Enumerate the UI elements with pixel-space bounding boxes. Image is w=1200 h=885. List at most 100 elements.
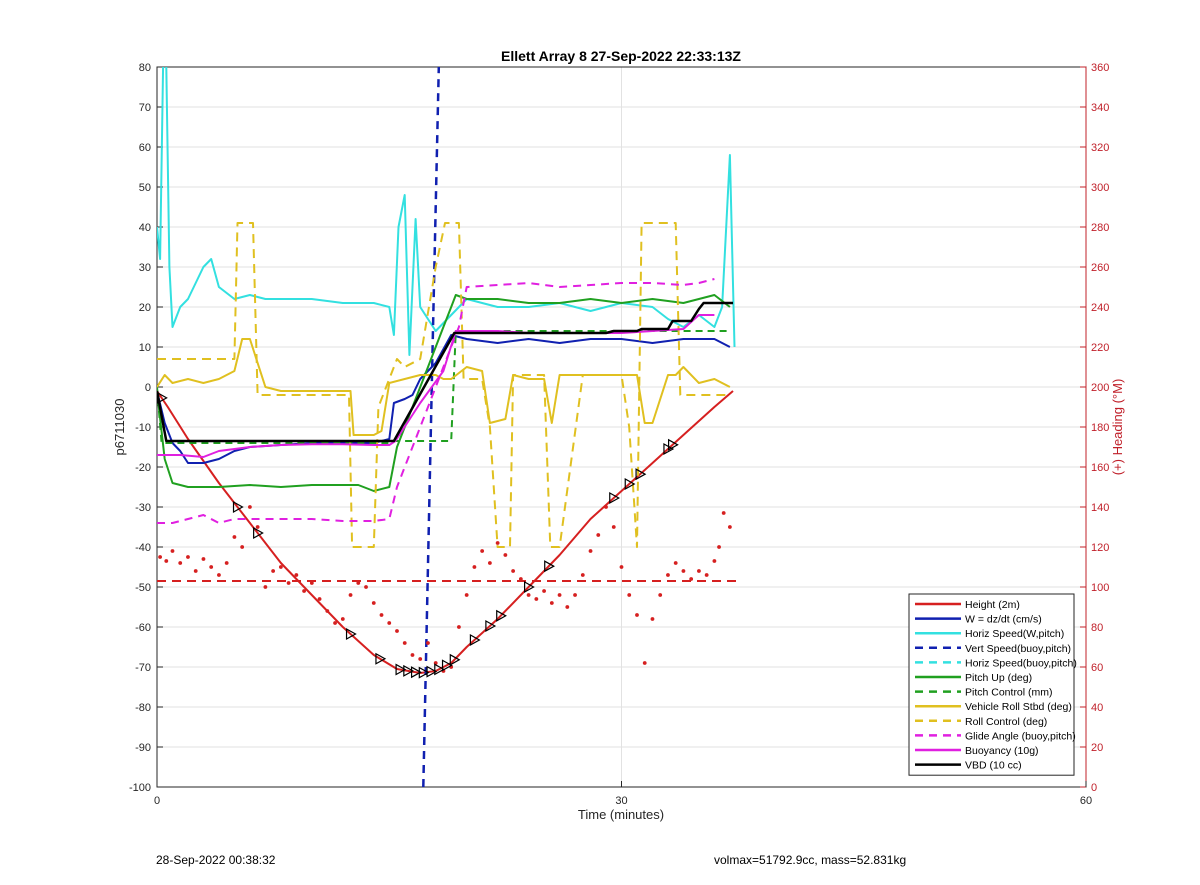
y-axis-right: 3603403203002802602402202001801601401201…	[1080, 62, 1109, 794]
footer-timestamp: 28-Sep-2022 00:38:32	[156, 853, 276, 867]
legend-label-height-2m: Height (2m)	[965, 599, 1020, 611]
legend-label-pitch-control-mm: Pitch Control (mm)	[965, 687, 1053, 699]
heading-point	[356, 581, 361, 585]
heading-point	[395, 629, 399, 633]
x-axis-label: Time (minutes)	[578, 807, 664, 822]
height-marker	[544, 560, 555, 573]
x-tick-label: 30	[615, 795, 627, 807]
legend-label-vehicle-roll-stbd-deg: Vehicle Roll Stbd (deg)	[965, 701, 1072, 713]
heading-point	[487, 561, 492, 565]
height-marker	[609, 491, 620, 505]
heading-point	[164, 559, 169, 563]
height-marker	[523, 580, 535, 594]
heading-point	[201, 557, 206, 561]
heading-point	[604, 505, 608, 509]
y2-tick-label: 180	[1091, 422, 1109, 434]
x-tick-label: 0	[154, 795, 160, 807]
legend-label-roll-control-deg: Roll Control (deg)	[965, 716, 1047, 728]
legend-label-horiz-speed-buoy-pitch: Horiz Speed(buoy,pitch)	[965, 657, 1077, 669]
heading-point	[534, 597, 539, 601]
heading-point	[673, 561, 678, 565]
y2-tick-label: 260	[1091, 262, 1109, 274]
heading-point	[588, 549, 593, 553]
x-axis: 0 30 60	[154, 781, 1092, 807]
x-tick-label: 60	[1080, 795, 1092, 807]
heading-point	[240, 545, 245, 549]
plot-series-group	[157, 67, 738, 787]
height-marker	[418, 666, 430, 679]
y-tick-label: -70	[135, 662, 151, 674]
heading-point	[503, 553, 508, 557]
heading-point	[364, 585, 368, 589]
heading-point	[255, 525, 260, 529]
heading-point	[526, 593, 531, 597]
heading-point	[158, 555, 162, 559]
heading-point	[286, 581, 291, 585]
heading-point	[294, 573, 299, 577]
y-tick-label: -60	[135, 622, 151, 634]
y2-tick-label: 160	[1091, 462, 1109, 474]
height-marker	[253, 526, 264, 540]
y2-tick-label: 340	[1091, 102, 1109, 114]
heading-point	[248, 505, 252, 509]
height-marker	[375, 652, 387, 665]
legend-label-glide-angle-buoy-pitch: Glide Angle (buoy,pitch)	[965, 730, 1076, 742]
y2-tick-label: 0	[1091, 782, 1097, 794]
series-line-vert-speed-buoy-pitch	[422, 67, 441, 787]
y2-tick-label: 120	[1091, 542, 1109, 554]
heading-point	[658, 593, 663, 597]
series-line-horiz-speed-w-pitch	[157, 67, 736, 356]
heading-point	[619, 565, 624, 569]
heading-point	[271, 569, 276, 573]
heading-point	[557, 593, 562, 597]
heading-point	[549, 601, 554, 605]
height-marker	[624, 477, 636, 491]
height-marker	[345, 627, 357, 641]
heading-point	[717, 545, 721, 549]
height-marker	[434, 663, 446, 676]
series-line-roll-control-deg	[157, 222, 730, 548]
y2-tick-label: 140	[1091, 502, 1109, 514]
y-tick-label: 40	[139, 222, 151, 234]
heading-point	[371, 601, 376, 605]
heading-point	[193, 569, 198, 573]
legend-label-vbd-10-cc: VBD (10 cc)	[965, 760, 1022, 772]
heading-point	[263, 585, 268, 589]
y-tick-label: -30	[135, 502, 151, 514]
y2-tick-label: 360	[1091, 62, 1109, 74]
heading-point	[457, 625, 461, 629]
heading-point	[689, 577, 694, 581]
y-tick-label: -90	[135, 742, 151, 754]
legend-label-vert-speed-buoy-pitch: Vert Speed(buoy,pitch)	[965, 643, 1071, 655]
series-line-glide-angle-buoy-pitch	[157, 278, 715, 524]
y-tick-label: 60	[139, 142, 151, 154]
heading-point	[635, 613, 639, 617]
heading-point	[170, 549, 175, 553]
height-marker	[485, 619, 497, 633]
y2-tick-label: 220	[1091, 342, 1109, 354]
heading-point	[697, 569, 701, 573]
heading-point	[666, 573, 670, 577]
height-marker	[449, 653, 461, 666]
heading-point	[217, 573, 221, 577]
height-marker	[232, 500, 244, 514]
heading-point	[186, 555, 190, 559]
y-axis-label: p6711030	[112, 399, 127, 456]
y2-tick-label: 200	[1091, 382, 1109, 394]
heading-point	[232, 535, 237, 539]
y-tick-label: 80	[139, 62, 151, 74]
y-tick-label: 0	[145, 382, 151, 394]
legend-label-pitch-up-deg: Pitch Up (deg)	[965, 672, 1032, 684]
heading-point	[704, 573, 709, 577]
footer-summary: volmax=51792.9cc, mass=52.831kg	[714, 853, 907, 867]
y2-tick-label: 80	[1091, 622, 1103, 634]
height-marker	[395, 663, 407, 676]
y2-tick-label: 320	[1091, 142, 1109, 154]
heading-point	[511, 569, 516, 573]
legend-label-horiz-speed-w-pitch: Horiz Speed(W,pitch)	[965, 628, 1064, 640]
heading-point	[317, 597, 322, 601]
heading-point	[340, 617, 345, 621]
heading-point	[418, 657, 423, 661]
heading-point	[472, 565, 477, 569]
